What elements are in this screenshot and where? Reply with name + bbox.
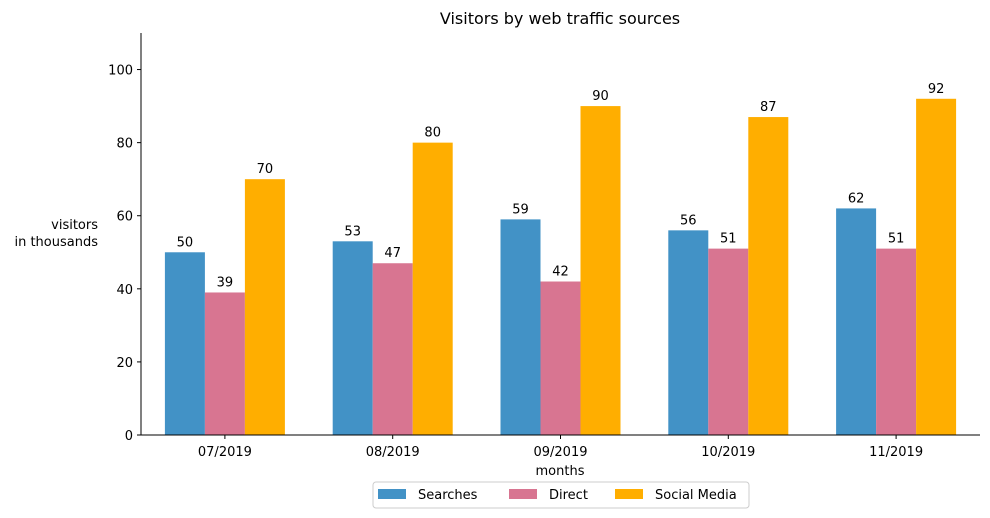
plot-area: 50 53 59 56 62 39 47 42 51 51 70 80 90 87 92 0 20 40 60 80 1… <box>108 33 980 460</box>
y-axis-label-line-2: in thousands <box>14 235 98 250</box>
y-tick-label: 20 <box>116 356 133 371</box>
y-tick-label: 80 <box>116 137 133 152</box>
legend-swatch <box>615 489 643 499</box>
data-label: 51 <box>720 232 737 247</box>
x-tick-label: 11/2019 <box>869 445 923 460</box>
legend-box <box>372 481 750 509</box>
bar <box>708 248 749 435</box>
legend-label: Social Media <box>655 488 737 503</box>
bar <box>580 106 621 435</box>
data-label: 39 <box>217 275 234 290</box>
bar <box>204 292 245 435</box>
data-label: 70 <box>257 162 274 177</box>
y-tick-label: 100 <box>108 64 133 79</box>
data-label: 50 <box>177 235 194 250</box>
y-axis-label-line-1: visitors <box>51 218 98 233</box>
bar <box>668 230 709 435</box>
bar <box>836 208 877 435</box>
legend-label: Direct <box>549 488 588 503</box>
data-label: 87 <box>760 100 777 115</box>
data-label: 90 <box>592 89 609 104</box>
legend-swatch <box>509 489 537 499</box>
bar <box>244 179 285 435</box>
y-tick-label: 0 <box>125 429 133 444</box>
bar <box>412 142 453 436</box>
x-axis-label: months <box>536 464 585 479</box>
bar <box>916 98 957 436</box>
bar <box>332 241 373 435</box>
legend: Searches Direct Social Media <box>372 481 750 509</box>
x-tick-label: 10/2019 <box>701 445 755 460</box>
data-label: 62 <box>848 191 865 206</box>
bar <box>876 248 917 435</box>
data-label: 51 <box>888 232 905 247</box>
legend-label: Searches <box>418 488 478 503</box>
y-tick-label: 60 <box>116 210 133 225</box>
data-label: 42 <box>552 265 569 280</box>
data-label: 47 <box>384 246 401 261</box>
chart-title: Visitors by web traffic sources <box>440 9 680 28</box>
x-tick-label: 09/2019 <box>533 445 587 460</box>
bar <box>164 252 205 435</box>
data-label: 53 <box>344 224 361 239</box>
data-label: 56 <box>680 213 697 228</box>
legend-swatch <box>378 489 406 499</box>
bar <box>500 219 541 435</box>
data-label: 80 <box>424 126 441 141</box>
data-label: 59 <box>512 202 529 217</box>
x-tick-label: 08/2019 <box>366 445 420 460</box>
y-tick-label: 40 <box>116 283 133 298</box>
data-label: 92 <box>928 82 945 97</box>
x-tick-label: 07/2019 <box>198 445 252 460</box>
bar <box>748 117 789 436</box>
bar <box>372 263 413 435</box>
bar <box>540 281 581 435</box>
